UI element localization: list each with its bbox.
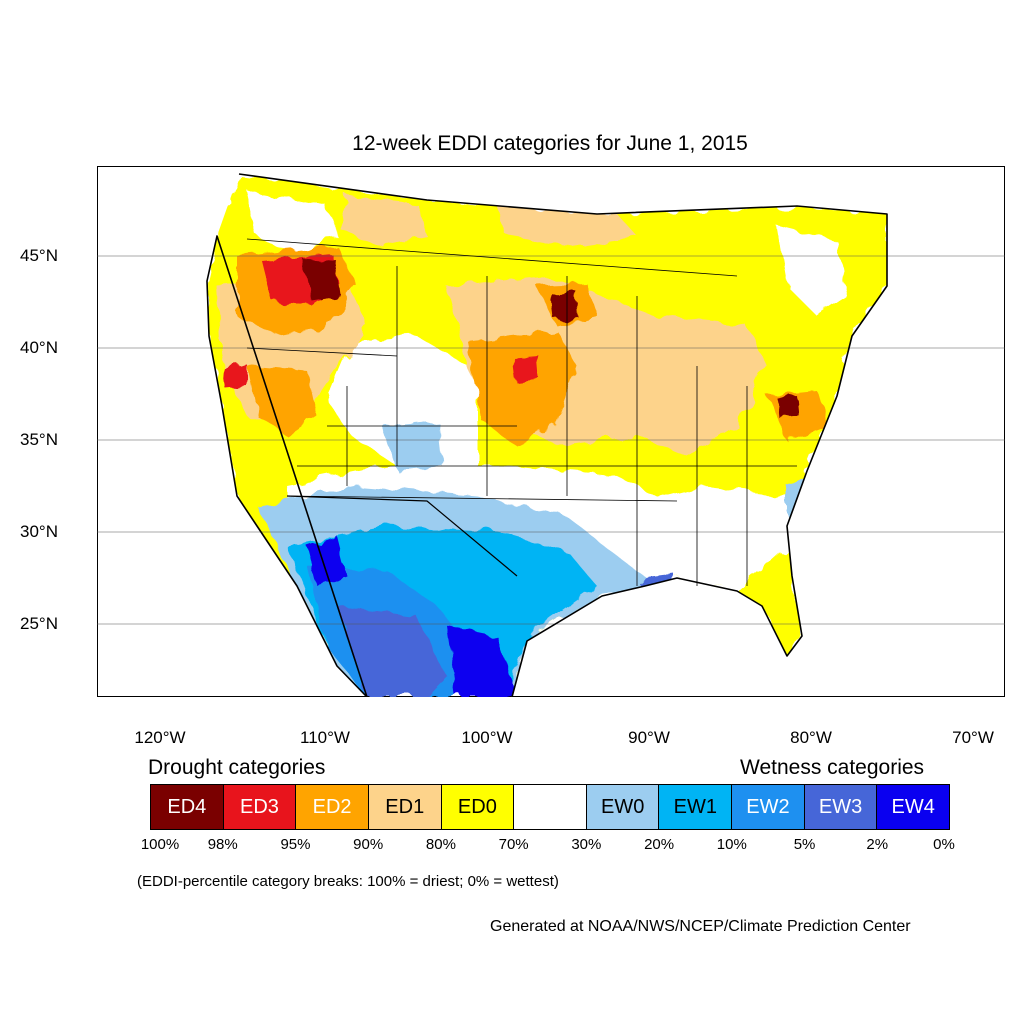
legend-box-ew2: EW2 bbox=[731, 785, 804, 829]
category-breaks-note: (EDDI-percentile category breaks: 100% =… bbox=[137, 873, 559, 890]
legend-break-label: 5% bbox=[793, 836, 816, 853]
legend-break-label: 0% bbox=[933, 836, 955, 853]
lon-label-100: 100°W bbox=[461, 728, 513, 747]
region-ew3-mexico bbox=[337, 606, 447, 697]
eddi-map bbox=[97, 166, 1005, 697]
lat-label-25: 25°N bbox=[20, 614, 58, 633]
map-title: 12-week EDDI categories for June 1, 2015 bbox=[352, 132, 748, 155]
region-ed1-canada bbox=[497, 206, 637, 246]
region-ew4-texas bbox=[447, 626, 517, 697]
legend-break-label: 90% bbox=[353, 836, 384, 853]
legend-box-ed4: ED4 bbox=[151, 785, 223, 829]
region-normal-ontario bbox=[777, 226, 847, 316]
legend-break-label: 80% bbox=[425, 836, 456, 853]
legend-box-ew3: EW3 bbox=[803, 785, 877, 829]
legend-break-label: 70% bbox=[498, 836, 529, 853]
legend-break-label: 30% bbox=[571, 836, 602, 853]
legend-box-ed3: ED3 bbox=[222, 785, 296, 829]
category-legend: ED4 ED3 ED2 ED1 ED0 EW0 EW1 EW2 EW3 EW4 bbox=[150, 784, 950, 830]
lat-label-45: 45°N bbox=[20, 246, 58, 265]
legend-break-label: 95% bbox=[280, 836, 311, 853]
lon-label-90: 90°W bbox=[628, 728, 670, 747]
boundaries bbox=[206, 173, 888, 697]
legend-box-ed2: ED2 bbox=[295, 785, 368, 829]
drought-categories-heading: Drought categories bbox=[148, 756, 326, 779]
legend-break-label: 100% bbox=[140, 836, 180, 853]
region-ed4-virginia bbox=[777, 396, 799, 418]
lon-label-120: 120°W bbox=[134, 728, 186, 747]
eddi-regions bbox=[207, 174, 887, 697]
credit-line: Generated at NOAA/NWS/NCEP/Climate Predi… bbox=[490, 918, 911, 935]
legend-box-ew0: EW0 bbox=[585, 785, 659, 829]
lat-label-30: 30°N bbox=[20, 522, 58, 541]
legend-box-ed0: ED0 bbox=[440, 785, 514, 829]
region-ed2-plains bbox=[467, 331, 577, 446]
lon-label-110: 110°W bbox=[300, 728, 350, 747]
lat-label-40: 40°N bbox=[20, 338, 58, 357]
lon-label-80: 80°W bbox=[790, 728, 832, 747]
legend-break-label: 2% bbox=[866, 836, 889, 853]
region-ed4-idaho bbox=[302, 258, 342, 301]
legend-break-label: 20% bbox=[644, 836, 675, 853]
lat-label-35: 35°N bbox=[20, 430, 58, 449]
legend-box-ed1: ED1 bbox=[367, 785, 441, 829]
graticule bbox=[97, 255, 1005, 625]
legend-break-label: 98% bbox=[207, 836, 238, 853]
legend-break-label: 10% bbox=[716, 836, 747, 853]
region-ed4-minnesota bbox=[552, 292, 579, 320]
region-ew4-baja bbox=[307, 536, 347, 586]
region-normal-rockies bbox=[327, 336, 477, 466]
lon-label-70: 70°W bbox=[952, 728, 994, 747]
region-ed1-north bbox=[337, 196, 427, 246]
legend-box-ew4: EW4 bbox=[876, 785, 950, 829]
legend-box-ew1: EW1 bbox=[658, 785, 732, 829]
legend-box-normal bbox=[513, 785, 586, 829]
region-ed3-california bbox=[222, 364, 247, 388]
region-ed3-nebraska bbox=[512, 354, 539, 381]
region-normal-nw bbox=[247, 191, 337, 256]
wetness-categories-heading: Wetness categories bbox=[740, 756, 925, 779]
